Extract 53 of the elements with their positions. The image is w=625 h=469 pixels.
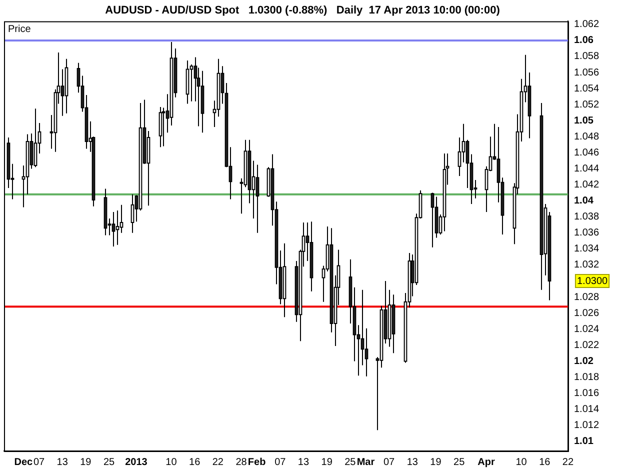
x-tick-label: 10	[166, 456, 178, 468]
x-tick-label: 13	[56, 456, 68, 468]
y-tick-label: 1.036	[574, 228, 600, 239]
y-tick-label: 1.05	[574, 115, 594, 126]
x-tick-label: Feb	[248, 456, 266, 468]
x-tick-label: Apr	[478, 456, 496, 468]
x-tick-label: 28	[236, 456, 248, 468]
y-tick-label: 1.032	[574, 260, 600, 271]
x-tick-label: 16	[539, 456, 551, 468]
x-tick-label: 07	[33, 456, 46, 468]
y-tick-label: 1.022	[574, 340, 600, 351]
y-tick-label: 1.06	[574, 35, 594, 46]
y-tick-label: 1.01	[574, 436, 594, 448]
x-tick-label: 10	[516, 456, 528, 468]
y-tick-label: 1.044	[574, 163, 600, 174]
y-tick-label: 1.026	[574, 308, 600, 319]
x-tick-label: 25	[103, 456, 116, 468]
chart-title: AUDUSD - AUD/USD Spot 1.0300 (-0.88%) Daily 17 Apr 2013 10:00 (00:00)	[105, 4, 500, 17]
x-tick-label: 16	[189, 456, 201, 468]
y-tick-label: 1.012	[574, 420, 600, 432]
y-tick-label: 1.042	[574, 180, 600, 191]
y-tick-label: 1.056	[574, 67, 600, 78]
x-tick-label: 2013	[125, 456, 148, 468]
x-tick-label: Dec	[14, 456, 34, 468]
x-tick-label: 13	[406, 456, 418, 468]
y-tick-label: 1.024	[574, 324, 600, 335]
y-tick-label: 1.048	[574, 131, 600, 142]
y-tick-label: 1.038	[574, 212, 600, 223]
y-axis-title: Price	[8, 24, 32, 35]
y-tick-label: 1.04	[574, 196, 594, 207]
text: 1.0300	[576, 276, 608, 287]
x-tick-label: 19	[430, 456, 442, 468]
x-tick-label: 19	[80, 456, 92, 468]
y-tick-label: 1.02	[574, 356, 594, 367]
y-tick-label: 1.016	[574, 388, 600, 400]
y-tick-label: 1.054	[574, 83, 600, 94]
y-tick-label: 1.028	[574, 292, 600, 303]
x-tick-label: 07	[274, 456, 286, 468]
y-tick-label: 1.014	[574, 404, 600, 416]
x-tick-label: 25	[454, 456, 466, 468]
y-tick-label: 1.046	[574, 147, 600, 158]
y-tick-label: 1.058	[574, 51, 600, 62]
x-tick-label: 07	[383, 456, 396, 468]
y-tick-label: 1.052	[574, 99, 600, 110]
y-tick-label: 1.018	[574, 372, 600, 383]
x-tick-label: 25	[344, 456, 356, 468]
y-tick-label: 1.034	[574, 244, 600, 255]
x-tick-label: 22	[562, 456, 574, 468]
x-tick-label: 19	[321, 456, 333, 468]
x-tick-label: 13	[298, 456, 310, 468]
x-tick-label: Mar	[356, 456, 375, 468]
y-tick-label: 1.062	[574, 19, 600, 30]
x-tick-label: 22	[212, 456, 224, 468]
